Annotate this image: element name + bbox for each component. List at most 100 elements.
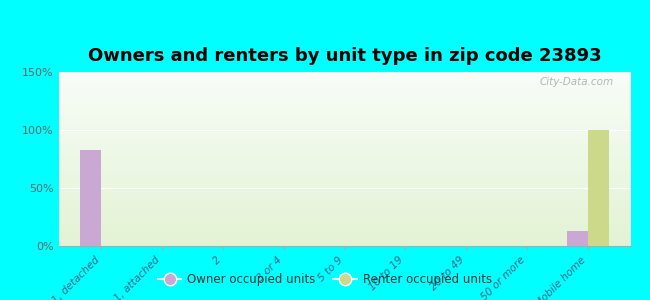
- Title: Owners and renters by unit type in zip code 23893: Owners and renters by unit type in zip c…: [88, 47, 601, 65]
- Bar: [58, 161, 630, 162]
- Bar: [58, 184, 630, 185]
- Bar: [58, 131, 630, 132]
- Bar: [58, 168, 630, 169]
- Bar: [58, 93, 630, 94]
- Bar: [58, 219, 630, 220]
- Bar: [58, 123, 630, 124]
- Bar: [58, 165, 630, 166]
- Bar: [58, 75, 630, 76]
- Bar: [58, 112, 630, 113]
- Bar: [58, 196, 630, 197]
- Bar: [58, 213, 630, 214]
- Bar: [58, 89, 630, 90]
- Bar: [58, 86, 630, 87]
- Bar: [58, 172, 630, 173]
- Bar: [58, 181, 630, 182]
- Bar: [58, 187, 630, 188]
- Bar: [58, 189, 630, 190]
- Bar: [58, 212, 630, 213]
- Bar: [58, 139, 630, 140]
- Bar: [58, 177, 630, 178]
- Bar: [58, 107, 630, 108]
- Bar: [58, 73, 630, 74]
- Bar: [58, 176, 630, 177]
- Bar: [58, 121, 630, 122]
- Bar: [58, 90, 630, 91]
- Bar: [58, 202, 630, 203]
- Bar: [58, 164, 630, 165]
- Bar: [58, 226, 630, 227]
- Bar: [58, 238, 630, 239]
- Bar: [58, 128, 630, 129]
- Bar: [58, 82, 630, 83]
- Bar: [58, 169, 630, 170]
- Bar: [58, 102, 630, 103]
- Bar: [58, 166, 630, 167]
- Bar: [58, 117, 630, 118]
- Bar: [58, 185, 630, 186]
- Bar: [58, 157, 630, 158]
- Bar: [58, 95, 630, 96]
- Bar: [58, 209, 630, 210]
- Bar: [58, 154, 630, 155]
- Bar: [58, 199, 630, 200]
- Bar: [58, 78, 630, 79]
- Bar: [58, 245, 630, 246]
- Bar: [58, 155, 630, 156]
- Bar: [58, 244, 630, 245]
- Bar: [58, 101, 630, 102]
- Bar: [58, 214, 630, 215]
- Bar: [58, 179, 630, 180]
- Bar: [58, 87, 630, 88]
- Bar: [58, 119, 630, 120]
- Bar: [58, 242, 630, 243]
- Bar: [58, 202, 630, 203]
- Bar: [58, 206, 630, 207]
- Bar: [58, 171, 630, 172]
- Text: City-Data.com: City-Data.com: [540, 77, 614, 87]
- Bar: [58, 227, 630, 228]
- Bar: [58, 79, 630, 80]
- Bar: [58, 229, 630, 230]
- Bar: [58, 129, 630, 130]
- Bar: [58, 197, 630, 198]
- Bar: [58, 228, 630, 229]
- Bar: [58, 182, 630, 183]
- Bar: [58, 138, 630, 139]
- Bar: [58, 113, 630, 114]
- Bar: [58, 114, 630, 115]
- Bar: [58, 194, 630, 195]
- Bar: [58, 203, 630, 204]
- Bar: [58, 77, 630, 78]
- Bar: [58, 88, 630, 89]
- Bar: [58, 231, 630, 232]
- Bar: [58, 74, 630, 75]
- Bar: [58, 169, 630, 170]
- Bar: [58, 153, 630, 154]
- Bar: [58, 180, 630, 181]
- Bar: [58, 173, 630, 174]
- Bar: [58, 241, 630, 242]
- Bar: [58, 159, 630, 160]
- Bar: [58, 96, 630, 97]
- Bar: [58, 221, 630, 222]
- Bar: [58, 151, 630, 152]
- Bar: [58, 233, 630, 234]
- Bar: [58, 94, 630, 95]
- Bar: [58, 193, 630, 194]
- Bar: [58, 230, 630, 231]
- Bar: [58, 132, 630, 133]
- Bar: [58, 137, 630, 138]
- Bar: [58, 142, 630, 143]
- Bar: [58, 136, 630, 137]
- Bar: [58, 97, 630, 98]
- Bar: [58, 81, 630, 82]
- Bar: [58, 99, 630, 100]
- Bar: [58, 118, 630, 119]
- Bar: [58, 80, 630, 81]
- Bar: [58, 148, 630, 149]
- Bar: [58, 109, 630, 110]
- Bar: [58, 91, 630, 92]
- Bar: [58, 72, 630, 73]
- Bar: [58, 167, 630, 168]
